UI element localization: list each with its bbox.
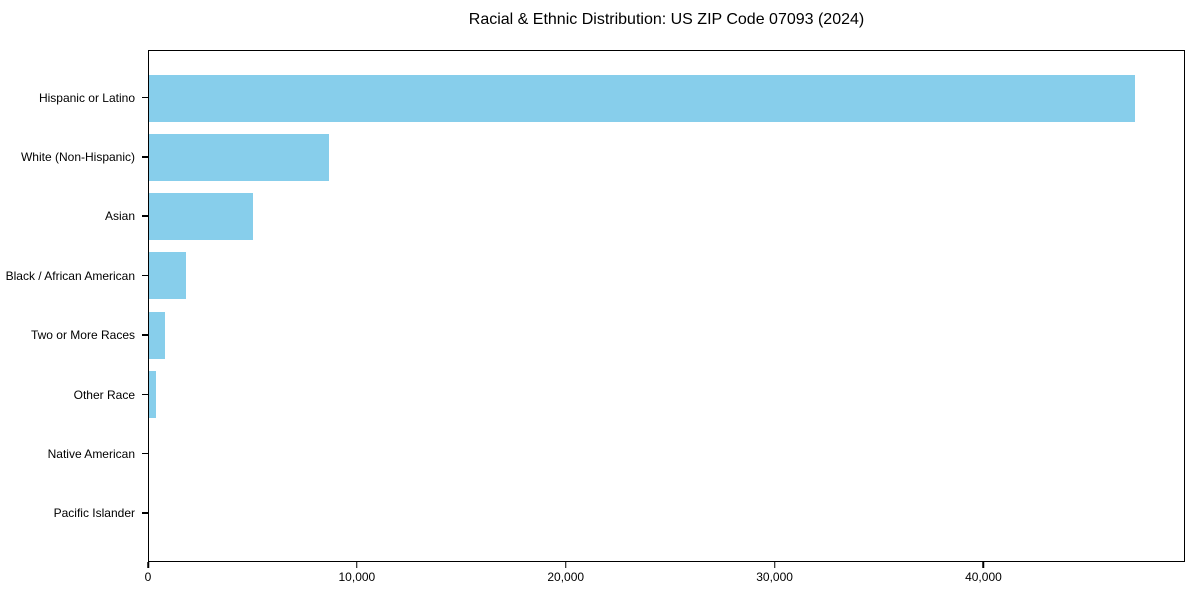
y-axis-label: Asian bbox=[104, 209, 135, 224]
y-tick bbox=[142, 274, 148, 277]
bar bbox=[149, 134, 329, 182]
y-axis-label: Native American bbox=[47, 446, 135, 461]
y-axis: Hispanic or Latino White (Non-Hispanic) As… bbox=[0, 50, 148, 562]
y-tick bbox=[142, 393, 148, 396]
x-tick bbox=[773, 562, 776, 568]
bar-row bbox=[149, 424, 1184, 483]
bar-row bbox=[149, 69, 1184, 128]
y-label-row: Pacific Islander bbox=[0, 484, 148, 543]
y-label-row: Asian bbox=[0, 187, 148, 246]
x-axis: 0 10,000 20,000 30,000 40,000 bbox=[144, 562, 1185, 594]
bar bbox=[149, 311, 166, 359]
y-label-row: Hispanic or Latino bbox=[0, 68, 148, 127]
y-label-row: Two or More Races bbox=[0, 306, 148, 365]
y-axis-label: Hispanic or Latino bbox=[38, 90, 135, 105]
bar-row bbox=[149, 128, 1184, 187]
y-label-row: Black / African American bbox=[0, 246, 148, 305]
y-label-row: Other Race bbox=[0, 365, 148, 424]
bar-row bbox=[149, 483, 1184, 542]
y-tick bbox=[142, 334, 148, 336]
bar-row bbox=[149, 365, 1184, 424]
x-tick-label: 40,000 bbox=[965, 570, 1002, 584]
y-tick bbox=[142, 215, 148, 217]
x-tick-label: 20,000 bbox=[547, 570, 585, 584]
plot-area bbox=[148, 50, 1185, 562]
y-tick bbox=[142, 512, 148, 514]
x-tick-label: 10,000 bbox=[338, 570, 376, 584]
y-tick bbox=[142, 96, 148, 99]
y-axis-label: Black / African American bbox=[5, 268, 135, 283]
y-tick bbox=[142, 452, 148, 455]
x-tick bbox=[982, 562, 985, 568]
x-tick bbox=[356, 562, 358, 568]
x-tick-label: 0 bbox=[144, 570, 152, 584]
y-axis-label: White (Non-Hispanic) bbox=[20, 150, 135, 165]
bar bbox=[149, 370, 157, 418]
bar-row bbox=[149, 187, 1184, 246]
y-axis-label: Other Race bbox=[73, 387, 135, 402]
y-label-row: White (Non-Hispanic) bbox=[0, 127, 148, 186]
x-tick-label: 30,000 bbox=[756, 570, 793, 584]
bars-container bbox=[149, 69, 1184, 542]
x-tick bbox=[564, 562, 567, 568]
bar bbox=[149, 75, 1135, 123]
bar-row bbox=[149, 306, 1184, 365]
bar bbox=[149, 193, 253, 241]
y-label-row: Native American bbox=[0, 424, 148, 483]
x-tick bbox=[147, 562, 149, 568]
bar-row bbox=[149, 246, 1184, 305]
chart-title: Racial & Ethnic Distribution: US ZIP Cod… bbox=[468, 11, 865, 28]
y-tick bbox=[142, 156, 148, 158]
bar bbox=[149, 252, 186, 300]
y-axis-label: Pacific Islander bbox=[53, 506, 135, 521]
y-axis-label: Two or More Races bbox=[30, 328, 135, 343]
y-axis-labels: Hispanic or Latino White (Non-Hispanic) As… bbox=[0, 68, 148, 543]
